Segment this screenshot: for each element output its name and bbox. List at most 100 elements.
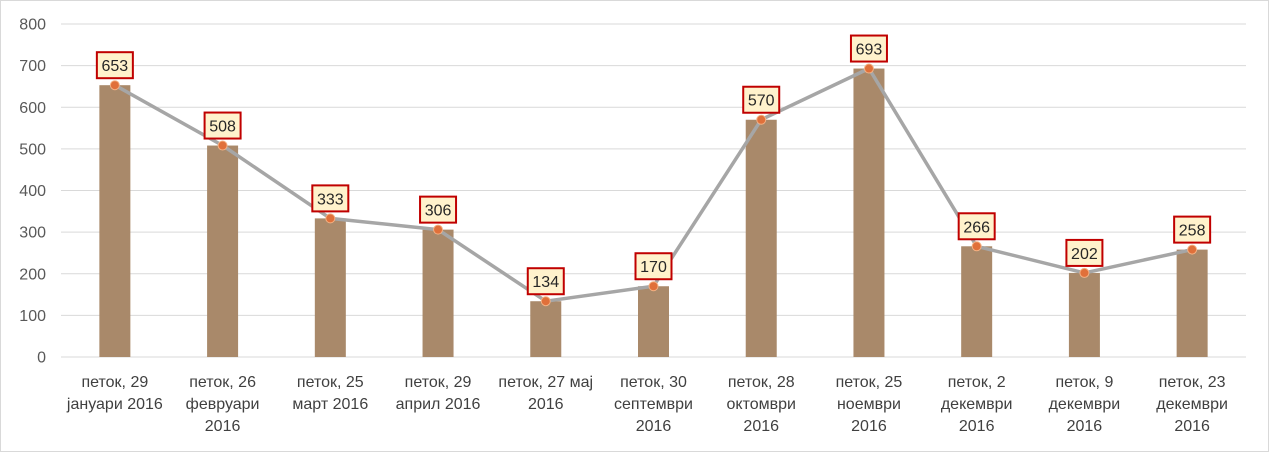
- x-category-line: декември: [1156, 396, 1228, 413]
- data-label-box: [1173, 215, 1212, 244]
- x-category-line: октомври: [726, 396, 795, 413]
- data-label-text: 653: [102, 58, 129, 75]
- x-category-line: петок, 9: [1055, 374, 1113, 391]
- bar: [961, 246, 993, 357]
- x-category-line: 2016: [743, 418, 779, 435]
- bar: [207, 145, 239, 357]
- x-category-label: петок, 23 декември 2016: [1156, 374, 1228, 435]
- y-tick-label: 100: [19, 308, 46, 325]
- x-category-label: петок, 30 септември 2016: [614, 374, 693, 435]
- gridlines: [61, 23, 1246, 358]
- x-category-line: декември: [941, 396, 1013, 413]
- x-category-line: петок, 29: [405, 374, 472, 391]
- data-label-box: [634, 252, 673, 281]
- data-label: 134: [526, 267, 565, 296]
- x-axis-categories: петок, 29 јануари 2016 петок, 26 февруари 20…: [66, 374, 1228, 435]
- line-point: [971, 241, 982, 252]
- y-tick-label: 200: [19, 266, 46, 283]
- data-label-text: 266: [963, 219, 990, 236]
- data-label-box: [311, 184, 350, 213]
- x-category-line: 2016: [959, 418, 995, 435]
- line-point: [217, 140, 228, 151]
- bar: [638, 286, 669, 357]
- x-category-label: петок, 25 март 2016: [292, 374, 368, 413]
- x-category-line: септември: [614, 396, 693, 413]
- data-label-box: [957, 212, 996, 241]
- x-category-line: петок, 25: [297, 374, 364, 391]
- data-label-text: 508: [209, 119, 236, 136]
- x-category-line: ноември: [837, 396, 901, 413]
- line-point: [1187, 244, 1198, 255]
- line-markers: [109, 63, 1198, 307]
- data-label: 333: [311, 184, 350, 213]
- bar: [853, 68, 885, 357]
- bar: [1176, 249, 1208, 357]
- bar: [745, 119, 777, 357]
- y-tick-label: 700: [19, 58, 46, 75]
- y-tick-label: 400: [19, 183, 46, 200]
- data-label: 653: [95, 51, 134, 80]
- x-category-line: 2016: [636, 418, 672, 435]
- line-point: [756, 114, 767, 125]
- x-category-label: петок, 27 мај 2016: [498, 374, 593, 413]
- data-label-box: [849, 34, 888, 63]
- x-category-line: петок, 23: [1159, 374, 1226, 391]
- data-label-text: 333: [317, 191, 344, 208]
- x-category-label: петок, 29 јануари 2016: [66, 374, 163, 413]
- data-label: 693: [849, 34, 888, 63]
- line-point: [109, 80, 120, 91]
- data-label-text: 570: [748, 93, 775, 110]
- x-category-line: април 2016: [396, 396, 481, 413]
- x-category-line: петок, 28: [728, 374, 795, 391]
- y-tick-label: 800: [19, 17, 46, 34]
- bar: [1068, 272, 1100, 357]
- line-point: [433, 224, 444, 235]
- data-label: 258: [1173, 215, 1212, 244]
- line-point: [325, 213, 336, 224]
- x-category-line: јануари 2016: [66, 396, 163, 413]
- x-category-line: петок, 30: [620, 374, 687, 391]
- x-category-line: 2016: [851, 418, 887, 435]
- bar: [99, 85, 131, 357]
- bar: [530, 301, 562, 357]
- x-category-line: декември: [1049, 396, 1121, 413]
- line-point: [1079, 267, 1090, 278]
- data-label: 170: [634, 252, 673, 281]
- data-labels: 653 508 333 306 134 170 570 693 266 202 258: [95, 34, 1212, 296]
- line-point: [648, 281, 659, 292]
- x-category-label: петок, 25 ноември 2016: [836, 374, 903, 435]
- x-category-label: петок, 2 декември 2016: [941, 374, 1013, 435]
- data-label: 266: [957, 212, 996, 241]
- y-axis-ticks: 0 100 200 300 400 500 600 700 800: [19, 17, 46, 367]
- y-tick-label: 300: [19, 225, 46, 242]
- x-category-label: петок, 29 април 2016: [396, 374, 481, 413]
- x-category-line: петок, 25: [836, 374, 903, 391]
- bar: [314, 218, 346, 357]
- x-category-line: 2016: [528, 396, 564, 413]
- y-tick-label: 0: [37, 350, 46, 367]
- x-category-line: 2016: [1174, 418, 1210, 435]
- data-label: 202: [1065, 238, 1104, 267]
- data-label-box: [95, 51, 134, 80]
- x-category-label: петок, 28 октомври 2016: [726, 374, 795, 435]
- x-category-line: петок, 2: [948, 374, 1006, 391]
- data-label-box: [742, 85, 781, 114]
- x-category-line: петок, 29: [81, 374, 148, 391]
- x-category-line: 2016: [205, 418, 241, 435]
- bar: [422, 229, 454, 357]
- x-category-line: февруари: [186, 396, 260, 413]
- data-label: 508: [203, 111, 242, 140]
- y-tick-label: 600: [19, 100, 46, 117]
- x-category-line: 2016: [1067, 418, 1103, 435]
- data-label-text: 134: [532, 274, 559, 291]
- line-point: [863, 63, 874, 74]
- data-label-box: [419, 195, 458, 224]
- x-category-label: петок, 9 декември 2016: [1049, 374, 1121, 435]
- data-label-text: 202: [1071, 246, 1098, 263]
- x-category-line: март 2016: [292, 396, 368, 413]
- data-label-box: [203, 111, 242, 140]
- y-tick-label: 500: [19, 141, 46, 158]
- x-category-label: петок, 26 февруари 2016: [186, 374, 260, 435]
- data-label: 570: [742, 85, 781, 114]
